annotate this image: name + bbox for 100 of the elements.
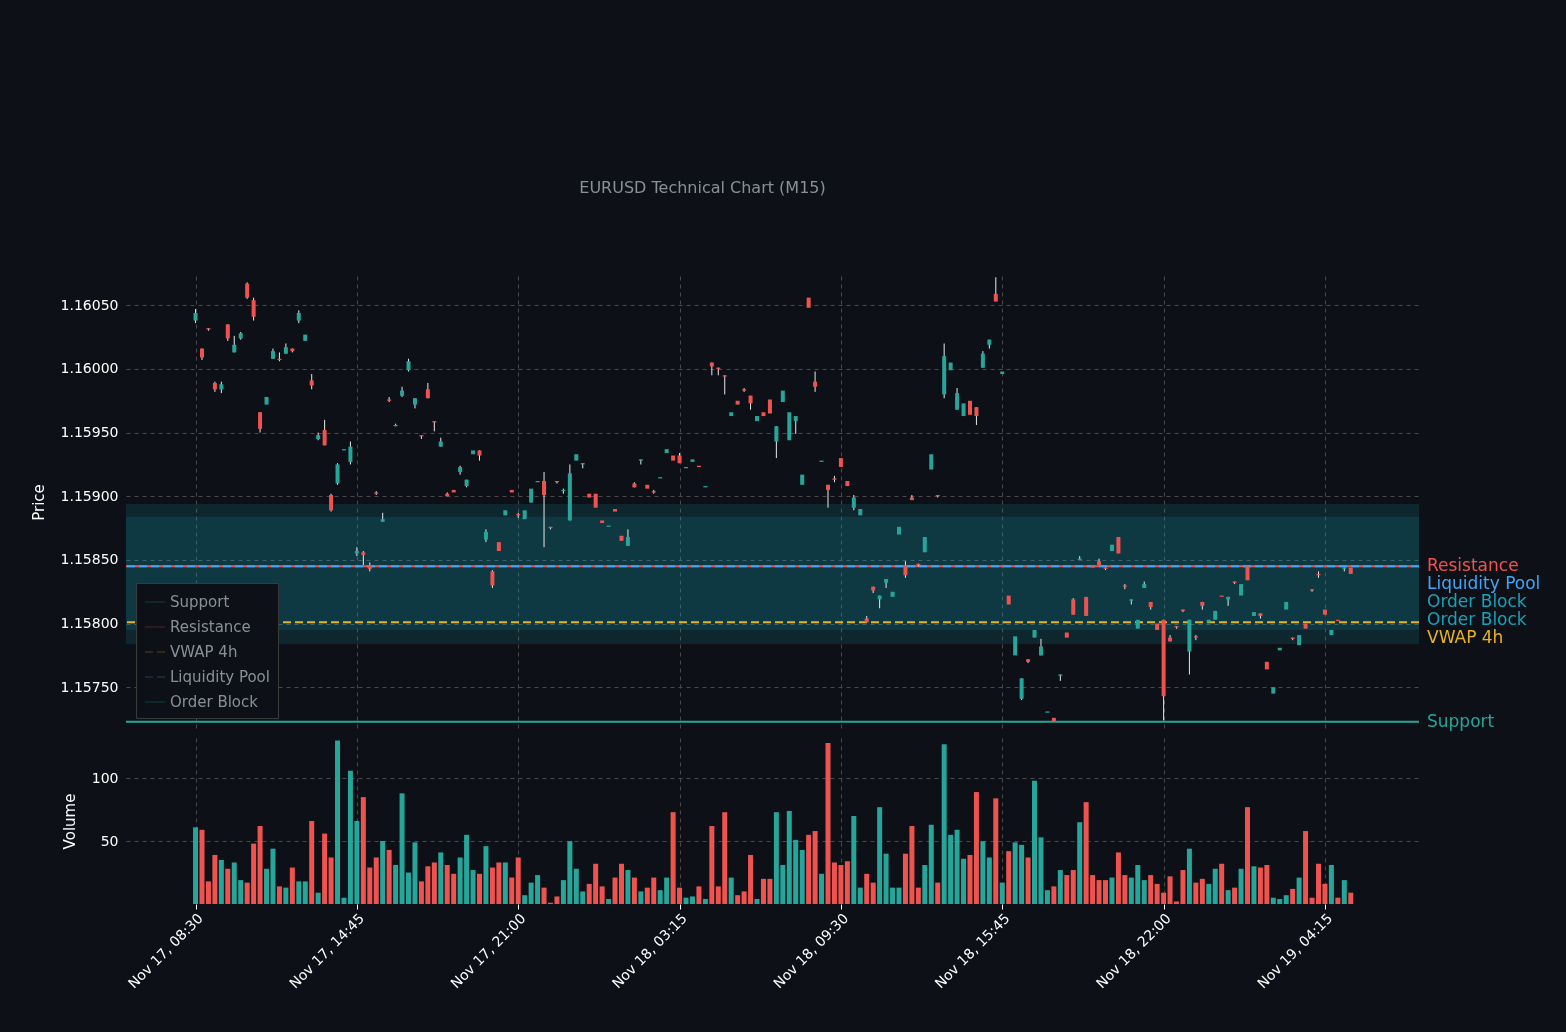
bar	[844, 861, 850, 904]
bar	[728, 877, 734, 904]
y-tick-label: 1.15950	[60, 424, 119, 441]
band-label: Order Block	[1427, 609, 1527, 630]
bar	[599, 886, 605, 904]
y-tick-label: 1.16050	[60, 296, 119, 313]
text: Resistance	[170, 618, 251, 636]
candlestick	[838, 458, 843, 467]
candlestick	[690, 459, 695, 462]
y-tick-label: 50	[100, 832, 119, 849]
candlestick	[967, 400, 972, 415]
candlestick	[890, 591, 895, 597]
candlestick	[722, 374, 727, 395]
bar	[1051, 886, 1057, 904]
bar	[806, 834, 812, 904]
candlestick	[574, 454, 579, 461]
candlestick	[522, 510, 527, 520]
bar	[199, 829, 205, 904]
bar	[1328, 865, 1334, 904]
bar	[218, 859, 224, 904]
bar	[606, 898, 612, 904]
candlestick	[335, 462, 340, 486]
bar	[986, 857, 992, 904]
bar	[302, 881, 308, 904]
bar	[1238, 868, 1244, 904]
bar	[1006, 851, 1012, 904]
candlestick	[1032, 629, 1037, 638]
bar	[515, 857, 521, 904]
candlestick	[1251, 612, 1256, 616]
bar	[1206, 883, 1212, 904]
candlestick	[800, 474, 805, 485]
bar	[993, 798, 999, 904]
candlestick	[1135, 619, 1140, 629]
ref-line-label: Resistance	[1427, 555, 1519, 576]
legend-label: VWAP 4h	[170, 643, 238, 661]
candlestick	[1013, 636, 1018, 656]
bar	[696, 886, 702, 904]
candlestick	[780, 390, 785, 403]
candlestick	[496, 542, 501, 552]
candlestick	[1064, 632, 1069, 638]
bar	[1186, 848, 1192, 904]
bar	[1193, 882, 1199, 904]
bar	[502, 862, 508, 904]
candlestick	[619, 535, 624, 541]
bar	[193, 827, 199, 904]
text: VWAP 4h	[1427, 627, 1504, 648]
bar	[1341, 880, 1347, 904]
y-tick-label: 1.15750	[60, 678, 119, 695]
bar	[980, 841, 986, 904]
bar	[380, 841, 386, 904]
candlestick	[471, 450, 476, 455]
bar	[283, 887, 289, 904]
bar	[812, 831, 818, 904]
candlestick	[1051, 717, 1056, 722]
y-axis-title: Volume	[60, 793, 79, 850]
bar	[1199, 878, 1205, 904]
y-tick-label: 1.15900	[60, 487, 119, 504]
bar	[735, 895, 741, 904]
candlestick	[664, 449, 669, 453]
candlestick	[761, 412, 766, 417]
candlestick	[735, 400, 740, 405]
bar	[1057, 870, 1063, 904]
candlestick	[1019, 677, 1024, 701]
bar	[754, 898, 760, 904]
bar	[1148, 875, 1154, 904]
bar	[225, 868, 231, 904]
candlestick	[1116, 537, 1121, 554]
bar	[1070, 870, 1076, 904]
bar	[819, 873, 825, 904]
bar	[631, 877, 637, 904]
bar	[470, 870, 476, 904]
bar	[864, 873, 870, 904]
bar	[973, 792, 979, 904]
bar	[322, 833, 328, 904]
bar	[1335, 897, 1341, 904]
candlestick	[400, 386, 405, 398]
bar	[999, 882, 1005, 904]
bar	[438, 852, 444, 904]
bar	[935, 882, 941, 904]
bar	[702, 898, 708, 904]
candlestick	[587, 493, 592, 498]
bar	[1244, 807, 1250, 904]
bar	[483, 846, 489, 904]
candlestick	[625, 528, 630, 547]
candlestick	[787, 412, 792, 441]
bar	[1212, 868, 1218, 904]
candlestick	[1193, 634, 1198, 641]
ref-line-label: Support	[1427, 710, 1495, 731]
candlestick	[948, 362, 953, 371]
bar	[509, 877, 515, 904]
candlestick	[774, 425, 779, 459]
bar	[1025, 857, 1031, 904]
candlestick	[542, 471, 547, 548]
bar	[1044, 890, 1050, 904]
bar	[1077, 822, 1083, 904]
candlestick	[613, 509, 618, 512]
candlestick	[354, 546, 359, 557]
candlestick	[1303, 623, 1308, 629]
candlestick	[593, 493, 598, 508]
candlestick	[1329, 629, 1334, 636]
